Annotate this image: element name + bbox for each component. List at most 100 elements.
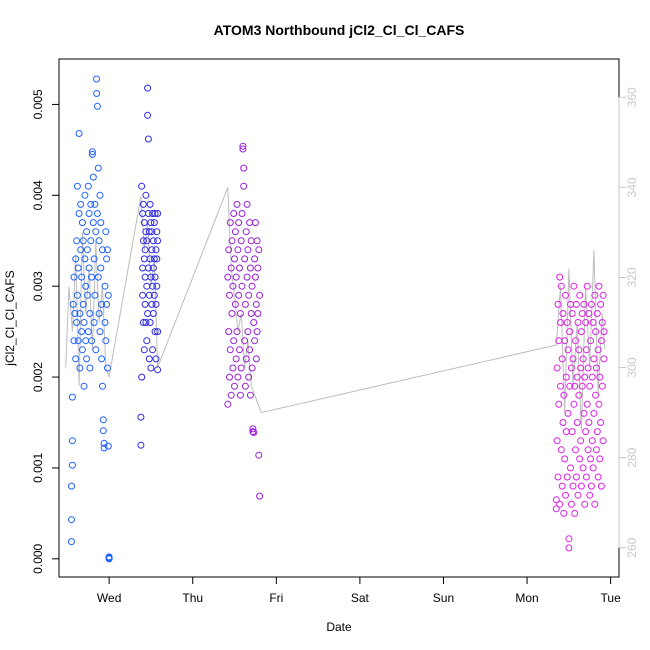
data-point-series-4 [563,473,571,481]
data-point-series-1 [102,228,110,236]
data-point-series-3 [250,429,258,436]
data-point-series-2 [137,413,145,421]
data-point-series-4 [598,382,606,390]
x-tick-label: Sat [351,591,370,605]
data-point-series-1 [85,264,93,272]
data-point-series-4 [567,464,574,472]
data-point-series-4 [556,500,564,508]
data-point-series-1 [84,182,92,190]
data-point-series-3 [231,382,238,390]
data-point-series-4 [576,291,584,299]
data-point-series-2 [139,319,147,326]
data-point-series-3 [254,310,262,317]
data-point-series-2 [149,237,157,245]
data-point-series-2 [150,255,158,263]
data-point-series-3 [242,228,250,236]
data-point-series-4 [589,319,597,326]
data-point-series-4 [556,273,564,281]
data-point-series-4 [572,446,579,454]
secondary-y-tick-label: 360 [625,87,639,107]
data-point-series-3 [241,382,249,390]
data-point-series-3 [240,164,248,172]
data-point-series-4 [587,337,595,345]
data-point-series-4 [561,455,569,463]
data-point-series-4 [597,482,605,490]
data-point-series-1 [91,200,99,208]
data-point-series-3 [225,328,233,336]
data-point-series-4 [594,346,602,354]
data-point-series-3 [253,328,261,336]
data-point-series-3 [245,291,253,299]
data-point-series-2 [140,346,148,354]
data-point-series-4 [578,382,586,390]
data-point-series-3 [239,142,247,150]
data-point-series-3 [224,400,232,408]
x-axis: Wed Thu Fri Sat Sun Mon Tue [97,576,621,605]
data-point-series-4 [593,428,601,436]
data-point-series-2 [153,255,161,263]
data-point-series-4 [565,544,573,552]
data-point-series-3 [231,255,238,263]
data-point-series-1 [78,328,86,336]
y-tick-label: 0.004 [31,180,45,210]
data-point-series-1 [97,264,105,272]
data-point-series-4 [569,355,577,363]
x-tick-label: Sun [433,591,454,605]
data-point-series-4 [597,419,605,426]
data-point-series-3 [241,300,249,308]
data-point-series-1 [93,90,101,97]
data-point-series-4 [596,455,604,463]
data-point-series-1 [68,437,76,445]
data-point-series-1 [87,200,95,208]
data-point-series-4 [582,319,590,326]
data-point-series-1 [99,427,107,435]
data-point-series-2 [139,264,147,272]
data-point-series-4 [561,337,569,345]
data-point-series-2 [143,282,151,290]
data-point-series-4 [554,473,562,481]
data-point-series-1 [83,355,91,363]
data-point-series-4 [558,355,566,363]
data-point-series-2 [142,191,150,199]
data-point-series-4 [593,310,601,317]
data-point-series-4 [587,482,595,490]
data-point-series-4 [560,509,568,517]
data-point-series-1 [104,291,112,299]
data-point-series-2 [141,273,149,281]
data-point-series-2 [147,219,155,227]
data-point-series-4 [586,382,594,390]
data-point-series-1 [103,255,111,263]
data-point-series-2 [150,219,158,227]
data-point-series-1 [93,210,101,217]
data-point-series-2 [148,228,156,236]
data-point-series-4 [588,437,596,445]
data-point-series-1 [96,191,104,199]
data-point-series-3 [238,282,246,290]
data-point-series-4 [594,473,602,481]
data-point-series-2 [140,255,148,263]
data-point-series-4 [597,337,605,345]
data-point-series-3 [246,391,254,399]
data-point-series-1 [80,319,88,326]
data-point-series-4 [592,446,600,454]
data-point-series-1 [81,191,89,199]
data-point-series-1 [93,75,101,83]
data-point-series-4 [592,391,600,399]
data-point-series-4 [566,382,574,390]
data-point-series-1 [68,516,75,524]
data-point-series-4 [554,300,562,308]
data-point-series-1 [98,300,106,308]
data-point-series-1 [73,291,81,299]
data-point-series-1 [92,228,100,236]
data-point-series-2 [142,319,150,326]
data-point-series-1 [82,282,90,290]
data-point-series-4 [577,437,585,445]
data-point-series-3 [252,300,260,308]
data-point-series-1 [78,219,86,227]
data-point-series-3 [234,373,242,381]
data-point-series-2 [145,355,153,363]
data-point-series-1 [101,282,109,290]
data-point-series-2 [143,237,151,245]
data-point-series-4 [552,505,560,513]
data-point-series-3 [230,210,238,217]
